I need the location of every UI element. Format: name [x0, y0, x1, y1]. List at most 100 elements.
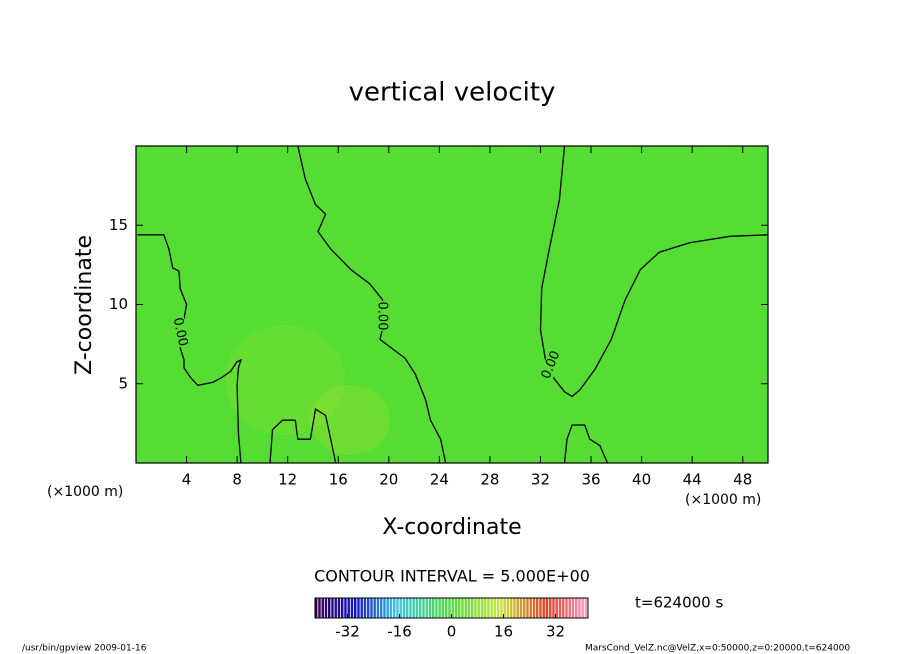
x-axis-label: X-coordinate [382, 515, 521, 540]
colorbar-stripe [396, 598, 399, 618]
colorbar-stripe [581, 598, 584, 618]
colorbar-stripe [497, 598, 500, 618]
x-tick-label: 48 [733, 471, 752, 489]
colorbar-stripe [451, 598, 454, 618]
colorbar-tick-label: -32 [335, 623, 360, 641]
colorbar-stripe [519, 598, 523, 618]
colorbar-stripe [503, 598, 506, 618]
x-tick-label: 16 [329, 471, 348, 489]
x-tick-label: 4 [182, 471, 192, 489]
footer: /usr/bin/gpview 2009-01-16 [22, 644, 147, 654]
colorbar-stripe [367, 598, 370, 618]
colorbar-stripe [477, 598, 480, 618]
field-shade [225, 325, 345, 435]
x-tick-label: 40 [632, 471, 651, 489]
colorbar-stripe [536, 598, 539, 618]
colorbar-stripe [383, 598, 386, 618]
colorbar-stripe [493, 598, 497, 618]
colorbar-stripe [412, 598, 415, 618]
colorbar-stripe [425, 598, 428, 618]
colorbar-stripe [454, 598, 458, 618]
colorbar-stripe [542, 598, 545, 618]
x-tick-label: 24 [430, 471, 449, 489]
colorbar-stripe [393, 598, 396, 618]
footer: MarsCond_VelZ.nc@VelZ,x=0:50000,z=0:2000… [585, 644, 850, 654]
colorbar-stripe [441, 598, 445, 618]
x-tick-label: 8 [232, 471, 242, 489]
time-label: t=624000 s [635, 594, 723, 612]
colorbar-stripe [487, 598, 490, 618]
colorbar-stripe [458, 598, 461, 618]
x-unit: (×1000 m) [47, 484, 123, 500]
colorbar-stripe [516, 598, 519, 618]
colorbar-stripe [419, 598, 422, 618]
colorbar-stripe [315, 598, 318, 618]
colorbar-stripe [480, 598, 484, 618]
colorbar-stripe [360, 598, 363, 618]
colorbar-stripe [467, 598, 471, 618]
x-tick-label: 12 [278, 471, 297, 489]
colorbar-stripe [354, 598, 357, 618]
contour-interval: CONTOUR INTERVAL = 5.000E+00 [314, 567, 590, 586]
colorbar-stripe [471, 598, 474, 618]
field-shade [310, 385, 390, 455]
colorbar-stripe [331, 598, 334, 618]
colorbar-tick-label: 16 [494, 623, 513, 641]
colorbar-stripe [334, 598, 337, 618]
colorbar-tick-label: 32 [546, 623, 565, 641]
colorbar-stripe [344, 598, 347, 618]
colorbar-stripe [568, 598, 571, 618]
colorbar-stripe [464, 598, 467, 618]
colorbar-stripe [578, 598, 581, 618]
contour-label: 0.00 [170, 316, 191, 347]
chart-title: vertical velocity [349, 78, 556, 108]
colorbar-stripe [432, 598, 435, 618]
colorbar-stripe [402, 598, 406, 618]
y-tick-label: 5 [118, 374, 128, 392]
colorbar-stripe [484, 598, 487, 618]
colorbar-stripe [562, 598, 565, 618]
colorbar-stripe [513, 598, 516, 618]
contour-line [539, 145, 769, 398]
colorbar-stripe [357, 598, 360, 618]
y-tick-label: 10 [109, 295, 128, 313]
colorbar-stripe [510, 598, 513, 618]
contour-label-bg [538, 348, 564, 382]
colorbar-stripe [341, 598, 344, 618]
colorbar-stripe [324, 598, 328, 618]
colorbar-stripe [552, 598, 555, 618]
contour-label-bg [170, 315, 190, 349]
contour-line [137, 234, 242, 464]
colorbar-stripe [529, 598, 532, 618]
x-tick-label: 32 [531, 471, 550, 489]
colorbar-stripe [337, 598, 341, 618]
colorbar-stripe [376, 598, 380, 618]
colorbar-stripe [558, 598, 562, 618]
colorbar-stripe [363, 598, 367, 618]
colorbar-stripe [399, 598, 402, 618]
contour-label-bg [375, 301, 389, 331]
x-unit: (×1000 m) [685, 492, 761, 508]
x-tick-label: 28 [480, 471, 499, 489]
x-tick-label: 20 [379, 471, 398, 489]
colorbar-stripe [549, 598, 552, 618]
colorbar-stripe [380, 598, 383, 618]
colorbar-stripe [435, 598, 438, 618]
colorbar-stripe [490, 598, 493, 618]
colorbar-stripe [350, 598, 354, 618]
colorbar-stripe [500, 598, 503, 618]
colorbar-stripe [428, 598, 432, 618]
colorbar-stripe [539, 598, 542, 618]
colorbar-stripe [571, 598, 575, 618]
y-axis-label: Z-coordinate [72, 235, 97, 375]
y-tick-label: 15 [109, 216, 128, 234]
colorbar-stripe [445, 598, 448, 618]
colorbar-stripe [386, 598, 389, 618]
colorbar-stripe [321, 598, 324, 618]
colorbar-stripe [545, 598, 549, 618]
contour-line [563, 424, 609, 464]
colorbar-stripe [575, 598, 578, 618]
colorbar-stripe [415, 598, 419, 618]
colorbar-stripe [406, 598, 409, 618]
